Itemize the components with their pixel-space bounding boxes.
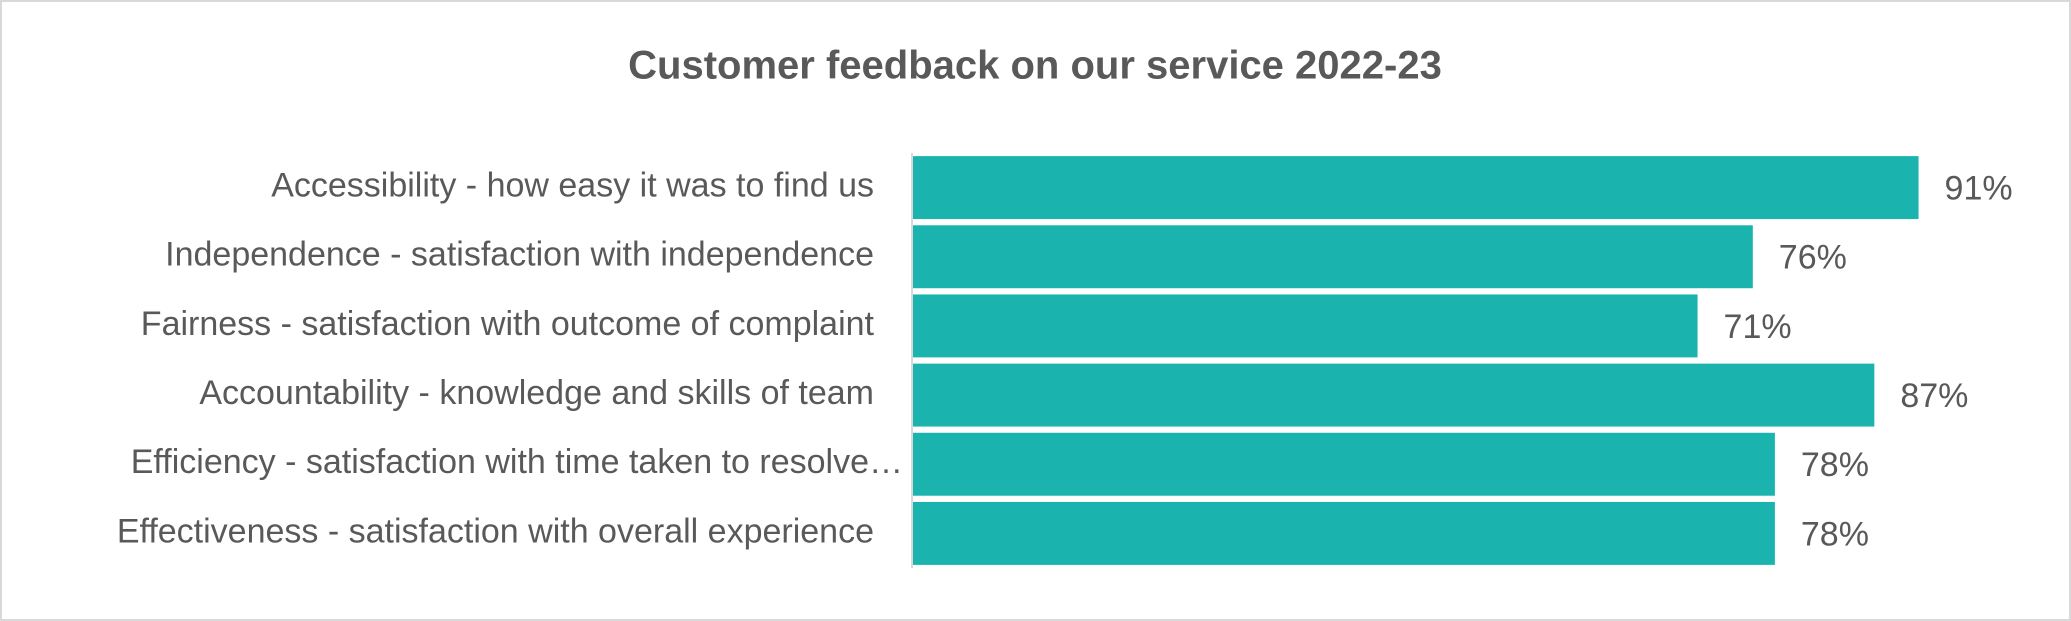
chart-title: Customer feedback on our service 2022-23 (628, 44, 1442, 88)
bar (913, 363, 1875, 427)
bar (913, 294, 1698, 358)
value-label: 78% (1801, 515, 1869, 553)
bar (913, 225, 1753, 289)
value-label: 71% (1724, 308, 1792, 346)
bar (913, 432, 1775, 496)
category-label: Independence - satisfaction with indepen… (165, 236, 874, 274)
category-label: Effectiveness - satisfaction with overal… (117, 512, 874, 550)
value-label: 76% (1779, 239, 1847, 277)
bar (913, 501, 1775, 565)
value-label: 91% (1945, 170, 2013, 208)
category-label: Accessibility - how easy it was to find … (271, 167, 874, 205)
category-label: Fairness - satisfaction with outcome of … (141, 305, 875, 343)
category-label: Accountability - knowledge and skills of… (199, 374, 874, 412)
bar (913, 156, 1919, 220)
value-label: 78% (1801, 446, 1869, 484)
category-label: Efficiency - satisfaction with time take… (131, 443, 903, 481)
value-label: 87% (1900, 377, 1968, 415)
